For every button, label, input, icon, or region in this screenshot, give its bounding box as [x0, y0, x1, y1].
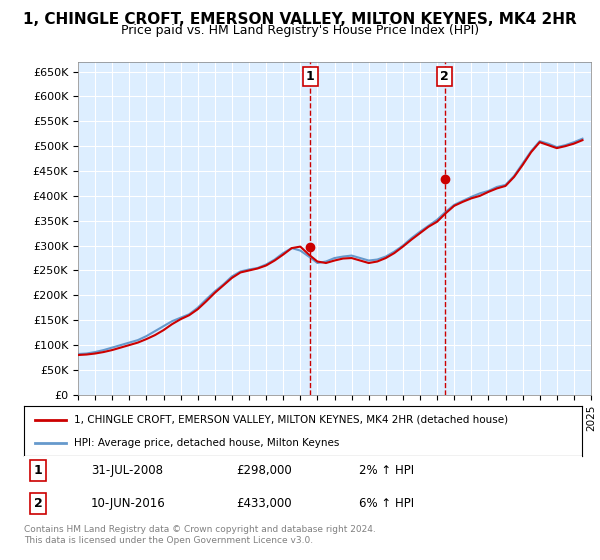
- Text: Price paid vs. HM Land Registry's House Price Index (HPI): Price paid vs. HM Land Registry's House …: [121, 24, 479, 37]
- Text: 2: 2: [440, 70, 449, 83]
- Text: £433,000: £433,000: [236, 497, 292, 510]
- Text: 2% ↑ HPI: 2% ↑ HPI: [359, 464, 414, 477]
- Text: 1, CHINGLE CROFT, EMERSON VALLEY, MILTON KEYNES, MK4 2HR (detached house): 1, CHINGLE CROFT, EMERSON VALLEY, MILTON…: [74, 414, 508, 424]
- Text: 1, CHINGLE CROFT, EMERSON VALLEY, MILTON KEYNES, MK4 2HR: 1, CHINGLE CROFT, EMERSON VALLEY, MILTON…: [23, 12, 577, 27]
- Text: £298,000: £298,000: [236, 464, 292, 477]
- Text: HPI: Average price, detached house, Milton Keynes: HPI: Average price, detached house, Milt…: [74, 438, 340, 448]
- Text: 1: 1: [306, 70, 314, 83]
- Text: 2: 2: [34, 497, 43, 510]
- Text: Contains HM Land Registry data © Crown copyright and database right 2024.
This d: Contains HM Land Registry data © Crown c…: [24, 525, 376, 545]
- Text: 6% ↑ HPI: 6% ↑ HPI: [359, 497, 414, 510]
- Text: 1: 1: [34, 464, 43, 477]
- Text: 31-JUL-2008: 31-JUL-2008: [91, 464, 163, 477]
- Text: 10-JUN-2016: 10-JUN-2016: [91, 497, 166, 510]
